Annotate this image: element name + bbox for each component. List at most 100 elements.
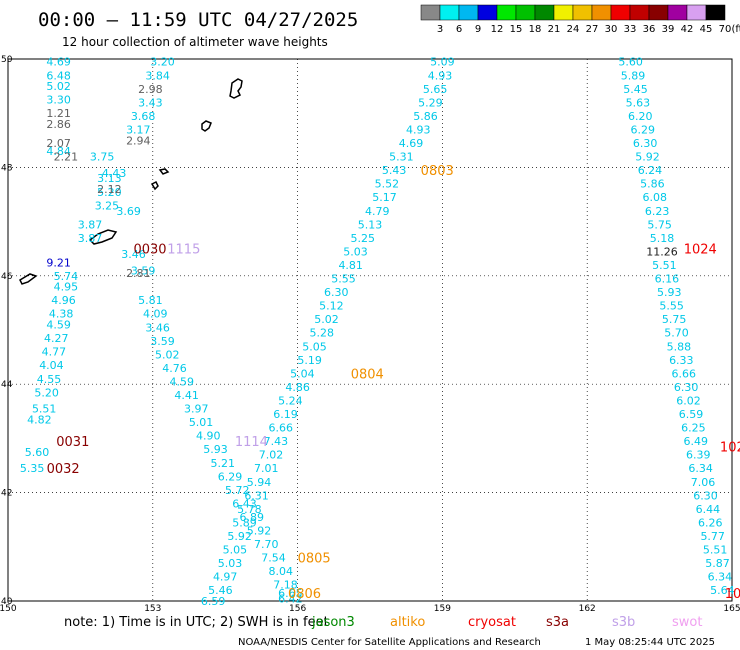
- legend-label: 3: [437, 24, 443, 35]
- wave-height-value: 5.87: [705, 557, 730, 570]
- satellite-label: cryosat: [468, 615, 516, 630]
- legend-swatch: [515, 4, 536, 21]
- wave-height-value: 4.38: [49, 308, 74, 321]
- wave-height-value: 6.44: [696, 503, 721, 516]
- wave-height-value: 2.21: [54, 151, 79, 164]
- wave-height-value: 4.95: [54, 281, 79, 294]
- wave-height-value: 4.86: [285, 381, 310, 394]
- wave-height-value: 6.65: [278, 587, 303, 600]
- legend-label: 18: [529, 24, 542, 35]
- wave-height-value: 5.51: [32, 403, 57, 416]
- wave-height-value: 5.75: [662, 313, 687, 326]
- legend-swatch: [705, 4, 726, 21]
- wave-height-value: 5.46: [208, 584, 233, 597]
- wave-height-value: 5.05: [302, 340, 327, 353]
- wave-height-value: 5.70: [664, 327, 689, 340]
- wave-height-value: 4.41: [174, 389, 199, 402]
- legend-swatch: [572, 4, 593, 21]
- wave-height-value: 3.59: [131, 264, 156, 277]
- wave-height-value: 5.24: [278, 394, 303, 407]
- pass-time-label: 10: [725, 587, 740, 602]
- wave-height-value: 7.18: [273, 579, 298, 592]
- wave-height-value: 4.81: [338, 259, 363, 272]
- wave-height-value: 5.28: [309, 327, 334, 340]
- wave-height-value: 5.02: [46, 80, 71, 93]
- wave-height-value: 6.33: [669, 354, 694, 367]
- wave-height-value: 3.20: [150, 56, 175, 69]
- wave-height-value: 4.69: [46, 56, 71, 69]
- pass-time-label: 1024: [684, 243, 717, 258]
- pass-time-label: 0806: [288, 587, 321, 602]
- legend-swatch: [477, 4, 498, 21]
- wave-height-value: 3.84: [145, 69, 170, 82]
- pass-time-label: 1115: [167, 243, 200, 258]
- page-subtitle: 12 hour collection of altimeter wave hei…: [62, 35, 328, 49]
- wave-height-value: 2.07: [46, 137, 71, 150]
- wave-height-value: 5.02: [155, 348, 180, 361]
- wave-height-value: 6.23: [645, 205, 670, 218]
- wave-height-value: 5.31: [389, 151, 414, 164]
- wave-height-value: 6.59: [679, 408, 704, 421]
- wave-height-value: 5.20: [34, 386, 59, 399]
- wave-height-value: 6.49: [684, 435, 709, 448]
- wave-height-value: 5.86: [413, 110, 438, 123]
- y-tick-label: 46: [1, 272, 13, 282]
- wave-height-value: 5.09: [430, 56, 455, 69]
- wave-height-value: 5.78: [237, 503, 262, 516]
- wave-height-value: 3.30: [46, 94, 71, 107]
- wave-height-value: 7.54: [261, 552, 286, 565]
- wave-height-value: 3.43: [138, 96, 163, 109]
- wave-height-value: 6.19: [273, 408, 298, 421]
- wave-height-value: 4.93: [406, 123, 431, 136]
- wave-height-value: 8.04: [268, 565, 293, 578]
- wave-height-value: 6.30: [674, 381, 699, 394]
- satellite-legend: jason3 altiko cryosat s3a s3b swot: [311, 615, 702, 630]
- wave-height-value: 6.39: [686, 449, 711, 462]
- wave-height-value: 3.17: [126, 123, 151, 136]
- wave-height-value: 7.01: [254, 462, 279, 475]
- wave-height-value: 5.74: [54, 270, 79, 283]
- wave-height-value: 5.63: [626, 96, 651, 109]
- wave-height-value: 4.09: [143, 308, 168, 321]
- pass-time-label: 1114: [235, 435, 268, 450]
- wave-height-value: 5.25: [351, 232, 376, 245]
- wave-height-value: 6.31: [244, 489, 269, 502]
- legend-label: 12: [491, 24, 504, 35]
- wave-height-value: 6.34: [708, 571, 733, 584]
- wave-height-value: 6.34: [688, 462, 713, 475]
- wave-height-value: 6.48: [46, 69, 71, 82]
- legend-swatch: [610, 4, 631, 21]
- wave-height-value: 3.46: [145, 321, 170, 334]
- legend-label: 36: [643, 24, 656, 35]
- wave-height-value: 6.08: [643, 191, 668, 204]
- legend-label: 24: [567, 24, 580, 35]
- wave-height-value: 5.51: [703, 544, 728, 557]
- wave-height-value: 3.59: [150, 335, 175, 348]
- wave-height-value: 5.93: [657, 286, 682, 299]
- wave-height-value: 2.81: [126, 267, 151, 280]
- wave-height-value: 6.89: [239, 511, 264, 524]
- x-tick-label: 159: [434, 604, 451, 614]
- y-tick-label: 48: [1, 163, 13, 173]
- legend-label: 6: [456, 24, 462, 35]
- wave-height-value: 2.86: [46, 118, 71, 131]
- wave-height-value: 5.94: [247, 476, 272, 489]
- altimeter-data-points: 4.696.485.023.304.84 3.754.433.135.203.25…: [20, 56, 735, 608]
- wave-height-value: 5.29: [418, 96, 443, 109]
- satellite-label: s3a: [546, 615, 569, 630]
- wave-height-value: 6.29: [630, 123, 655, 136]
- coast-island-1: [229, 78, 243, 99]
- wave-height-value: 6.66: [671, 367, 696, 380]
- wave-height-value: 5.17: [372, 191, 397, 204]
- wave-height-value: 4.93: [428, 69, 453, 82]
- wave-height-value: 6.30: [324, 286, 349, 299]
- wave-height-value: 3.68: [131, 110, 156, 123]
- x-tick-label: 162: [579, 604, 596, 614]
- coastline: [19, 78, 243, 285]
- legend-label: 9: [475, 24, 481, 35]
- wave-height-value: 4.43: [102, 167, 127, 180]
- legend-swatch: [496, 4, 517, 21]
- wave-height-value: 2.94: [126, 134, 151, 147]
- wave-height-value: 5.04: [290, 367, 315, 380]
- wave-height-value: 5.12: [319, 300, 344, 313]
